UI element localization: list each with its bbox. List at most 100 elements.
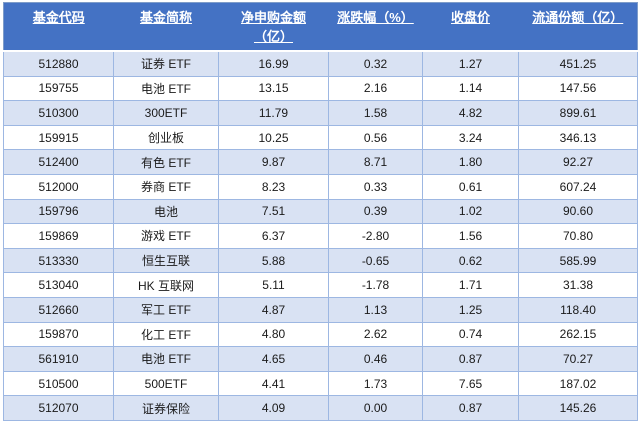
column-header-name[interactable]: 基金简称 [113, 2, 219, 52]
cell-net[interactable]: 4.87 [218, 296, 329, 323]
cell-change[interactable]: 2.62 [328, 321, 423, 348]
cell-shares[interactable]: 70.27 [518, 346, 638, 372]
cell-name[interactable]: 券商 ETF [113, 173, 219, 200]
cell-name[interactable]: 证券保险 [113, 395, 219, 421]
column-header-change[interactable]: 涨跌幅（%） [328, 2, 423, 52]
cell-net[interactable]: 4.80 [218, 321, 329, 348]
cell-close[interactable]: 7.65 [422, 370, 519, 397]
cell-net[interactable]: 4.65 [218, 346, 329, 372]
cell-shares[interactable]: 147.56 [518, 75, 638, 102]
cell-close[interactable]: 1.02 [422, 198, 519, 225]
cell-name[interactable]: 有色 ETF [113, 149, 219, 175]
table-row: 159869 游戏 ETF 6.37 -2.80 1.56 70.80 [3, 223, 638, 249]
cell-name[interactable]: 电池 [113, 198, 219, 225]
cell-change[interactable]: 2.16 [328, 75, 423, 102]
table-row: 512070 证券保险 4.09 0.00 0.87 145.26 [3, 395, 638, 421]
cell-close[interactable]: 0.74 [422, 321, 519, 348]
cell-close[interactable]: 0.61 [422, 173, 519, 200]
cell-change[interactable]: -0.65 [328, 247, 423, 274]
cell-code[interactable]: 512070 [3, 395, 114, 421]
cell-change[interactable]: 1.13 [328, 296, 423, 323]
cell-change[interactable]: -1.78 [328, 272, 423, 298]
cell-close[interactable]: 1.14 [422, 75, 519, 102]
cell-shares[interactable]: 90.60 [518, 198, 638, 225]
cell-shares[interactable]: 346.13 [518, 124, 638, 151]
cell-name[interactable]: 化工 ETF [113, 321, 219, 348]
cell-code[interactable]: 510300 [3, 100, 114, 126]
cell-change[interactable]: 0.33 [328, 173, 423, 200]
cell-close[interactable]: 0.62 [422, 247, 519, 274]
cell-net[interactable]: 13.15 [218, 75, 329, 102]
cell-shares[interactable]: 31.38 [518, 272, 638, 298]
cell-shares[interactable]: 70.80 [518, 223, 638, 249]
cell-net[interactable]: 6.37 [218, 223, 329, 249]
column-header-shares[interactable]: 流通份额（亿） [518, 2, 638, 52]
cell-name[interactable]: 创业板 [113, 124, 219, 151]
fund-flow-table-container: 基金代码 基金简称 净申购金额 （亿） 涨跌幅（%） 收盘价 流通份额（亿） 512880… [3, 2, 638, 421]
cell-change[interactable]: 1.73 [328, 370, 423, 397]
cell-close[interactable]: 1.80 [422, 149, 519, 175]
cell-code[interactable]: 513330 [3, 247, 114, 274]
cell-shares[interactable]: 187.02 [518, 370, 638, 397]
cell-close[interactable]: 1.56 [422, 223, 519, 249]
column-header-code[interactable]: 基金代码 [3, 2, 114, 52]
cell-name[interactable]: 电池 ETF [113, 346, 219, 372]
cell-code[interactable]: 512400 [3, 149, 114, 175]
cell-name[interactable]: 恒生互联 [113, 247, 219, 274]
cell-name[interactable]: 军工 ETF [113, 296, 219, 323]
table-row: 159796 电池 7.51 0.39 1.02 90.60 [3, 198, 638, 225]
cell-change[interactable]: 0.00 [328, 395, 423, 421]
cell-code[interactable]: 159915 [3, 124, 114, 151]
column-header-net[interactable]: 净申购金额 （亿） [218, 2, 329, 52]
cell-net[interactable]: 5.88 [218, 247, 329, 274]
cell-name[interactable]: 电池 ETF [113, 75, 219, 102]
cell-change[interactable]: 0.46 [328, 346, 423, 372]
cell-change[interactable]: 0.32 [328, 50, 423, 77]
cell-code[interactable]: 512880 [3, 50, 114, 77]
cell-name[interactable]: 300ETF [113, 100, 219, 126]
cell-net[interactable]: 5.11 [218, 272, 329, 298]
cell-net[interactable]: 4.09 [218, 395, 329, 421]
cell-net[interactable]: 7.51 [218, 198, 329, 225]
cell-change[interactable]: 0.56 [328, 124, 423, 151]
cell-code[interactable]: 159869 [3, 223, 114, 249]
cell-shares[interactable]: 585.99 [518, 247, 638, 274]
cell-close[interactable]: 3.24 [422, 124, 519, 151]
cell-close[interactable]: 1.71 [422, 272, 519, 298]
cell-shares[interactable]: 451.25 [518, 50, 638, 77]
cell-code[interactable]: 159870 [3, 321, 114, 348]
cell-name[interactable]: 证券 ETF [113, 50, 219, 77]
cell-close[interactable]: 4.82 [422, 100, 519, 126]
cell-net[interactable]: 9.87 [218, 149, 329, 175]
cell-name[interactable]: 500ETF [113, 370, 219, 397]
cell-shares[interactable]: 899.61 [518, 100, 638, 126]
cell-change[interactable]: 8.71 [328, 149, 423, 175]
cell-close[interactable]: 0.87 [422, 395, 519, 421]
cell-code[interactable]: 159796 [3, 198, 114, 225]
cell-code[interactable]: 512660 [3, 296, 114, 323]
cell-code[interactable]: 561910 [3, 346, 114, 372]
cell-change[interactable]: 1.58 [328, 100, 423, 126]
cell-shares[interactable]: 145.26 [518, 395, 638, 421]
cell-net[interactable]: 4.41 [218, 370, 329, 397]
cell-code[interactable]: 510500 [3, 370, 114, 397]
cell-close[interactable]: 1.27 [422, 50, 519, 77]
cell-code[interactable]: 512000 [3, 173, 114, 200]
cell-net[interactable]: 8.23 [218, 173, 329, 200]
cell-net[interactable]: 16.99 [218, 50, 329, 77]
cell-shares[interactable]: 262.15 [518, 321, 638, 348]
cell-change[interactable]: 0.39 [328, 198, 423, 225]
column-header-close[interactable]: 收盘价 [422, 2, 519, 52]
cell-net[interactable]: 10.25 [218, 124, 329, 151]
cell-name[interactable]: 游戏 ETF [113, 223, 219, 249]
cell-shares[interactable]: 118.40 [518, 296, 638, 323]
cell-close[interactable]: 1.25 [422, 296, 519, 323]
cell-code[interactable]: 159755 [3, 75, 114, 102]
cell-close[interactable]: 0.87 [422, 346, 519, 372]
cell-shares[interactable]: 92.27 [518, 149, 638, 175]
cell-change[interactable]: -2.80 [328, 223, 423, 249]
cell-name[interactable]: HK 互联网 [113, 272, 219, 298]
cell-net[interactable]: 11.79 [218, 100, 329, 126]
cell-code[interactable]: 513040 [3, 272, 114, 298]
cell-shares[interactable]: 607.24 [518, 173, 638, 200]
